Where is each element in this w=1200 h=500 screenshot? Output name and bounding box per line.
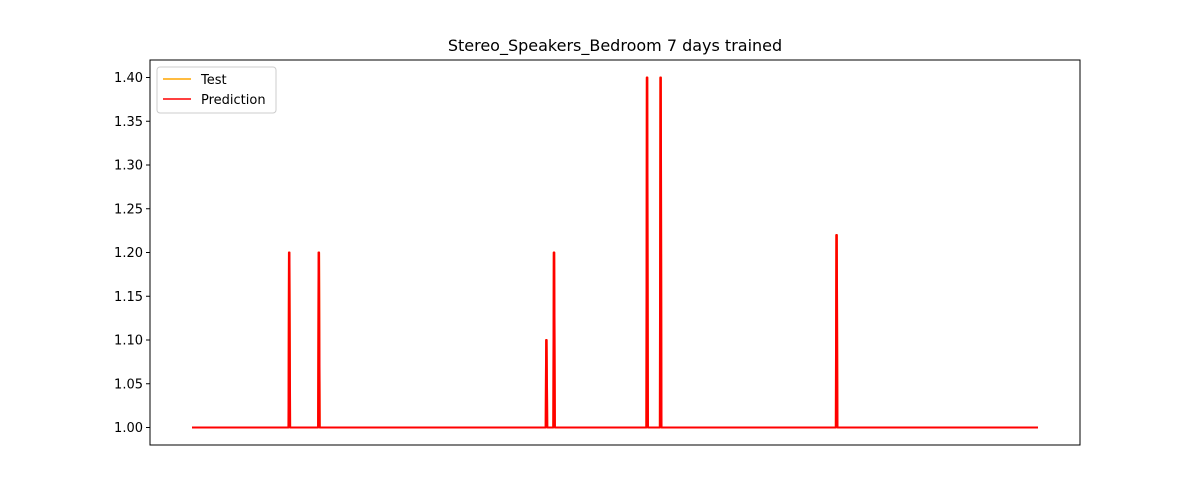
y-tick-label: 1.05 bbox=[114, 377, 143, 392]
plot-area: 1.00 1.05 1.10 1.15 1.20 1.25 1.30 1.35 1.40 bbox=[114, 59, 1081, 446]
y-tick-label: 1.40 bbox=[114, 71, 143, 86]
y-tick-label: 1.25 bbox=[114, 202, 143, 217]
legend: Test Prediction bbox=[156, 66, 277, 114]
chart-title: Stereo_Speakers_Bedroom 7 days trained bbox=[448, 36, 782, 56]
series-group bbox=[192, 76, 1038, 429]
y-tick-label: 1.35 bbox=[114, 115, 143, 130]
y-tick-label: 1.30 bbox=[114, 159, 143, 174]
axes-frame bbox=[149, 59, 1081, 446]
y-tick-label: 1.20 bbox=[114, 246, 143, 261]
series-line-prediction bbox=[192, 76, 1038, 429]
y-axis: 1.00 1.05 1.10 1.15 1.20 1.25 1.30 1.35 1.40 bbox=[114, 71, 150, 436]
y-tick-label: 1.10 bbox=[114, 334, 143, 349]
legend-label-test: Test bbox=[200, 73, 227, 88]
legend-label-prediction: Prediction bbox=[201, 93, 266, 108]
y-tick-label: 1.15 bbox=[114, 290, 143, 305]
y-tick-label: 1.00 bbox=[114, 421, 143, 436]
